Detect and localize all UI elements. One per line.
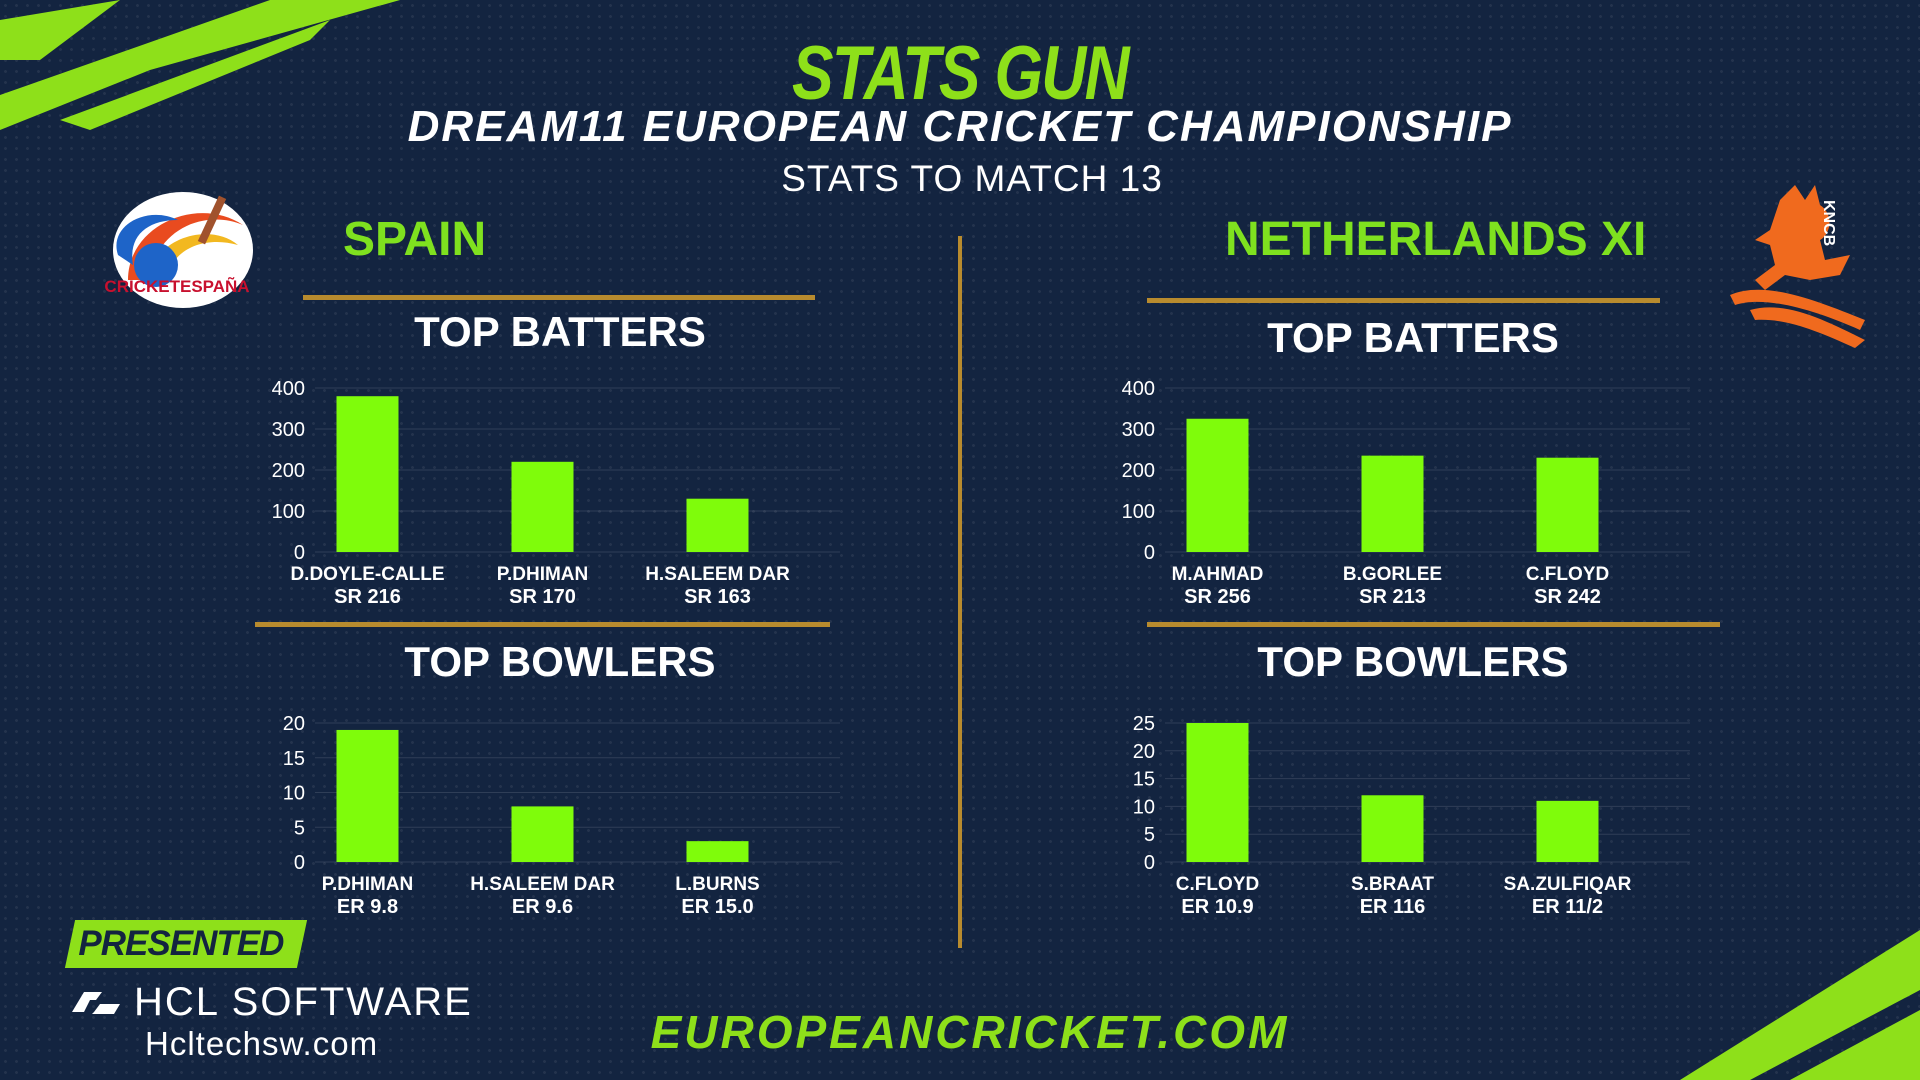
y-tick-label: 5 [1144,824,1155,846]
sponsor-site: Hcltechsw.com [145,1025,379,1062]
y-tick-label: 0 [1144,542,1155,564]
rule-spain-mid [255,622,830,627]
y-tick-label: 20 [283,713,305,735]
cricket-espana-logo-icon [113,192,253,308]
x-tick-label: S.BRAAT [1351,874,1434,895]
y-tick-label: 100 [272,501,305,523]
rule-nl-mid [1147,622,1720,627]
y-tick-label: 100 [1122,501,1155,523]
stats-subtitle: STATS TO MATCH 13 [781,158,1163,199]
y-tick-label: 15 [1133,769,1155,791]
x-tick-label: L.BURNS [675,874,759,895]
bar [1361,455,1424,552]
x-tick-label: SA.ZULFIQAR [1504,874,1632,895]
y-tick-label: 0 [1144,852,1155,874]
x-tick-label: P.DHIMAN [322,874,414,895]
bar [1536,457,1599,552]
team-name-spain: SPAIN [343,213,487,266]
sponsor-name: HCL SOFTWARE [134,980,473,1024]
bar-sublabel: ER 15.0 [681,896,753,918]
rule-spain-top [303,295,815,300]
bottom-right-slashes [1680,930,1920,1080]
y-tick-label: 10 [283,783,305,805]
y-tick-label: 300 [272,419,305,441]
presented-by-badge: PRESENTED BY [64,920,308,1011]
bar [1361,795,1424,862]
x-tick-label: H.SALEEM DAR [645,564,790,585]
bar-sublabel: SR 216 [334,586,401,608]
nl-bowlers-title: TOP BOWLERS [1257,638,1569,685]
x-tick-label: C.FLOYD [1526,564,1609,585]
bar [1186,723,1249,862]
team-name-netherlands: NETHERLANDS XI [1225,213,1647,266]
y-tick-label: 200 [1122,460,1155,482]
bar [336,396,399,552]
bar [1186,418,1249,552]
bar-sublabel: ER 11/2 [1532,896,1603,918]
logo-text: CRICKETESPAÑA [104,277,250,296]
center-divider [958,236,962,948]
bar-sublabel: SR 170 [509,586,576,608]
bar-sublabel: ER 10.9 [1181,896,1253,918]
spain-batters-title: TOP BATTERS [414,308,706,355]
nl-batters-title: TOP BATTERS [1267,314,1559,361]
kncb-logo: KNCB [1725,180,1875,350]
bar-sublabel: SR 242 [1534,586,1601,608]
top-left-slashes [0,0,400,130]
x-tick-label: M.AHMAD [1172,564,1264,585]
y-tick-label: 10 [1133,796,1155,818]
bar [686,841,749,862]
x-tick-label: B.GORLEE [1343,564,1442,585]
y-tick-label: 0 [294,852,305,874]
bar-sublabel: ER 9.8 [337,896,398,918]
bar [511,806,574,862]
y-tick-label: 25 [1133,713,1155,735]
bar-sublabel: SR 213 [1359,586,1426,608]
y-tick-label: 200 [272,460,305,482]
y-tick-label: 20 [1133,741,1155,763]
hcl-software-logo: HCL SOFTWARE [68,980,473,1025]
y-tick-label: 400 [272,378,305,400]
hcl-mark-icon [72,992,120,1014]
bar-sublabel: SR 163 [684,586,751,608]
stats-gun-title: STATS GUN [791,31,1130,116]
bar [511,461,574,552]
x-tick-label: C.FLOYD [1176,874,1259,895]
lion-icon [1730,185,1865,348]
y-tick-label: 400 [1122,378,1155,400]
cricket-espana-logo: CRICKETESPAÑA [88,185,258,315]
footer-url-link[interactable]: EUROPEANCRICKET.COM [650,1006,1290,1058]
rule-nl-top [1147,298,1660,303]
bar-sublabel: SR 256 [1184,586,1251,608]
bar [1536,800,1599,862]
bar [336,729,399,862]
bar-sublabel: ER 116 [1360,896,1426,918]
x-tick-label: P.DHIMAN [497,564,589,585]
x-tick-label: D.DOYLE-CALLE [290,564,444,585]
bar-sublabel: ER 9.6 [512,896,573,918]
y-tick-label: 5 [294,817,305,839]
kncb-text: KNCB [1820,200,1837,247]
y-tick-label: 15 [283,748,305,770]
y-tick-label: 300 [1122,419,1155,441]
championship-title: DREAM11 EUROPEAN CRICKET CHAMPIONSHIP [407,102,1513,151]
y-tick-label: 0 [294,542,305,564]
x-tick-label: H.SALEEM DAR [470,874,615,895]
bar [686,498,749,552]
spain-bowlers-title: TOP BOWLERS [404,638,716,685]
